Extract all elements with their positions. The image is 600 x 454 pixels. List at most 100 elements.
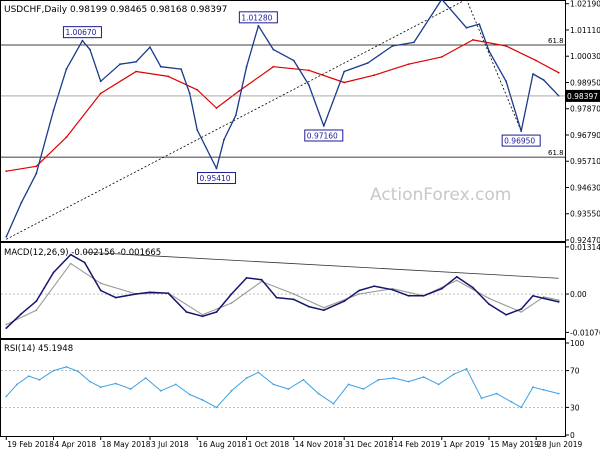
rsi-axis-tick-label: 70 xyxy=(570,367,580,376)
price-line-point xyxy=(53,110,55,112)
sma-line-point xyxy=(308,69,310,71)
macd-line-point xyxy=(505,314,507,316)
price-axis-tick-label: 0.97870 xyxy=(570,105,600,114)
date-tick-label: 4 Apr 2018 xyxy=(54,440,96,449)
price-axis-tick-label: 0.96790 xyxy=(570,131,600,140)
macd-line-point xyxy=(358,290,360,292)
macd-line-point xyxy=(276,297,278,299)
macd-signal-line-point xyxy=(358,293,360,295)
rsi-line-point xyxy=(130,388,132,390)
sma-line-point xyxy=(273,66,275,68)
sma-line-point xyxy=(196,89,198,91)
rsi-line-point xyxy=(363,388,365,390)
macd-line-point xyxy=(202,315,204,317)
price-line-point xyxy=(216,168,218,170)
rsi-line-point xyxy=(393,377,395,379)
price-line-point xyxy=(196,129,198,131)
macd-line-point xyxy=(543,298,545,300)
macd-line-point xyxy=(5,327,7,329)
sma-line-point xyxy=(535,60,537,62)
macd-line-point xyxy=(343,300,345,302)
price-line-point xyxy=(235,114,237,116)
price-axis-tick-label: 1.00030 xyxy=(570,52,600,61)
fib-level-label: 61.8 xyxy=(548,37,564,45)
rsi-line-point xyxy=(258,372,260,374)
rsi-line-point xyxy=(333,403,335,405)
price-line-point xyxy=(35,173,37,175)
macd-line-point xyxy=(70,254,72,256)
macd-line-point xyxy=(216,311,218,313)
rsi-line-point xyxy=(89,381,91,383)
rsi-axis-tick-label: 100 xyxy=(570,339,585,348)
rsi-line-point xyxy=(273,384,275,386)
rsi-line-point xyxy=(5,396,7,398)
macd-line-point xyxy=(392,289,394,291)
rsi-line-point xyxy=(160,390,162,392)
price-line-point xyxy=(160,66,162,68)
rsi-line-point xyxy=(288,388,290,390)
rsi-line-point xyxy=(496,393,498,395)
macd-line-point xyxy=(35,300,37,302)
sma-line-point xyxy=(66,136,68,138)
price-line-point xyxy=(5,236,7,238)
rsi-line-point xyxy=(423,376,425,378)
price-line-point xyxy=(246,66,248,68)
macd-line-point xyxy=(246,277,248,279)
macd-line-point xyxy=(20,313,22,315)
sma-line-point xyxy=(558,72,560,74)
rsi-line-point xyxy=(39,379,41,381)
macd-line-point xyxy=(532,295,534,297)
macd-line-point xyxy=(100,290,102,292)
rsi-axis-tick-label: 30 xyxy=(570,403,580,412)
macd-line-point xyxy=(423,295,425,297)
macd-signal-line-point xyxy=(520,311,522,313)
rsi-line-point xyxy=(558,393,560,395)
macd-signal-line-point xyxy=(231,302,233,304)
macd-line-point xyxy=(231,293,233,295)
rsi-line-point xyxy=(189,394,191,396)
macd-line-point xyxy=(293,299,295,301)
macd-line-point xyxy=(323,309,325,311)
rsi-line-point xyxy=(466,368,468,370)
rsi-line-point xyxy=(438,384,440,386)
symbol-header: USDCHF,Daily 0.98199 0.98465 0.98168 0.9… xyxy=(4,5,227,15)
level-annotation-label: 0.95410 xyxy=(200,174,231,183)
sma-line-point xyxy=(408,63,410,65)
price-line-point xyxy=(20,202,22,204)
rsi-line-point xyxy=(532,386,534,388)
macd-line-point xyxy=(53,272,55,274)
macd-header: MACD(12,26,9) -0.002156 -0.001665 xyxy=(4,248,161,258)
price-line-point xyxy=(488,50,490,52)
rsi-line-point xyxy=(175,384,177,386)
rsi-line-point xyxy=(66,366,68,368)
current-price-label: 0.98397 xyxy=(567,92,598,101)
rsi-line-point xyxy=(28,375,30,377)
price-line-point xyxy=(66,68,68,70)
sma-line-point xyxy=(216,107,218,109)
price-line-point xyxy=(135,61,137,63)
rsi-line-point xyxy=(520,407,522,409)
macd-signal-line-point xyxy=(35,309,37,311)
date-tick-label: 28 Jun 2019 xyxy=(537,440,582,449)
rsi-line-point xyxy=(348,384,350,386)
rsi-line-point xyxy=(246,377,248,379)
rsi-line-point xyxy=(145,377,147,379)
macd-line-point xyxy=(558,301,560,303)
price-line-point xyxy=(293,60,295,62)
price-line-point xyxy=(189,93,191,95)
rsi-line-point xyxy=(408,381,410,383)
price-line-point xyxy=(478,23,480,25)
macd-line-point xyxy=(115,297,117,299)
macd-signal-line-point xyxy=(293,293,295,295)
date-tick-label: 1 Apr 2019 xyxy=(443,440,485,449)
price-axis-tick-label: 0.95710 xyxy=(570,157,600,166)
sma-line-point xyxy=(135,71,137,73)
sma-line-point xyxy=(373,74,375,76)
sma-line-point xyxy=(35,165,37,167)
rsi-line-point xyxy=(453,373,455,375)
level-annotation-label: 1.01280 xyxy=(241,13,272,22)
price-line-point xyxy=(100,80,102,82)
rsi-line-point xyxy=(231,390,233,392)
macd-axis-tick-label: -0.010701 xyxy=(570,328,600,337)
date-tick-label: 16 Aug 2018 xyxy=(198,440,246,449)
